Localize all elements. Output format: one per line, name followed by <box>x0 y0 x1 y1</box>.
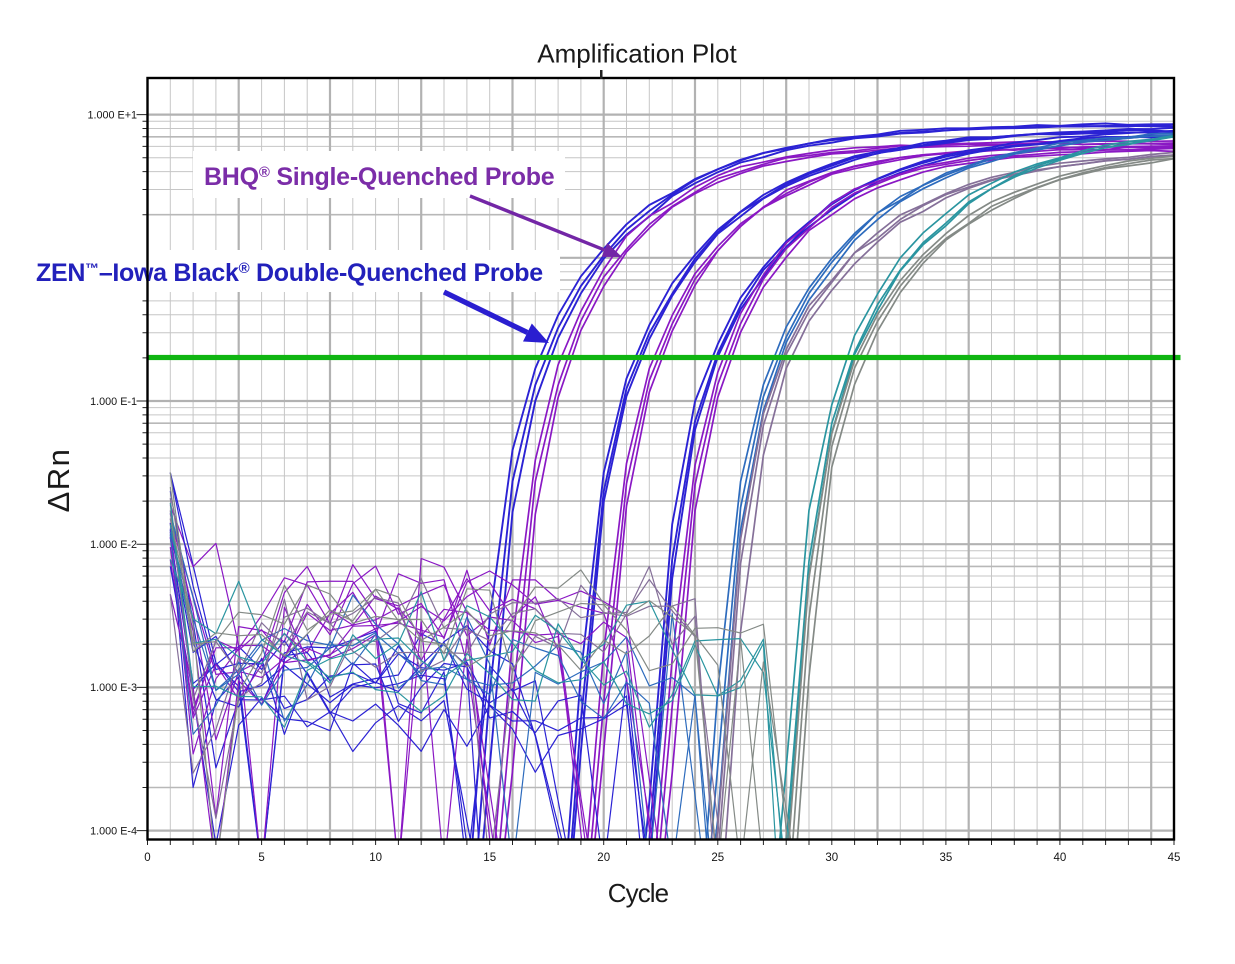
svg-text:25: 25 <box>711 852 724 864</box>
svg-text:10: 10 <box>369 852 382 864</box>
svg-text:ZEN™–Iowa Black® Double-Quench: ZEN™–Iowa Black® Double-Quenched Probe <box>36 259 543 287</box>
svg-text:1.000 E+1: 1.000 E+1 <box>87 109 137 121</box>
svg-text:35: 35 <box>940 852 953 864</box>
svg-text:15: 15 <box>483 852 496 864</box>
svg-text:40: 40 <box>1054 852 1067 864</box>
svg-text:1.000 E-3: 1.000 E-3 <box>90 682 137 694</box>
svg-text:30: 30 <box>825 852 838 864</box>
svg-text:BHQ® Single-Quenched Probe: BHQ® Single-Quenched Probe <box>204 163 555 191</box>
svg-text:1.000 E-2: 1.000 E-2 <box>90 539 137 551</box>
svg-text:Cycle: Cycle <box>608 878 669 908</box>
svg-text:5: 5 <box>258 852 264 864</box>
svg-text:0: 0 <box>144 852 150 864</box>
svg-text:ΔRn: ΔRn <box>41 448 76 513</box>
svg-text:20: 20 <box>597 852 610 864</box>
svg-text:Amplification Plot: Amplification Plot <box>537 39 737 69</box>
svg-text:1.000 E-4: 1.000 E-4 <box>90 825 137 837</box>
svg-text:1.000 E-1: 1.000 E-1 <box>90 396 137 408</box>
svg-text:45: 45 <box>1168 852 1181 864</box>
